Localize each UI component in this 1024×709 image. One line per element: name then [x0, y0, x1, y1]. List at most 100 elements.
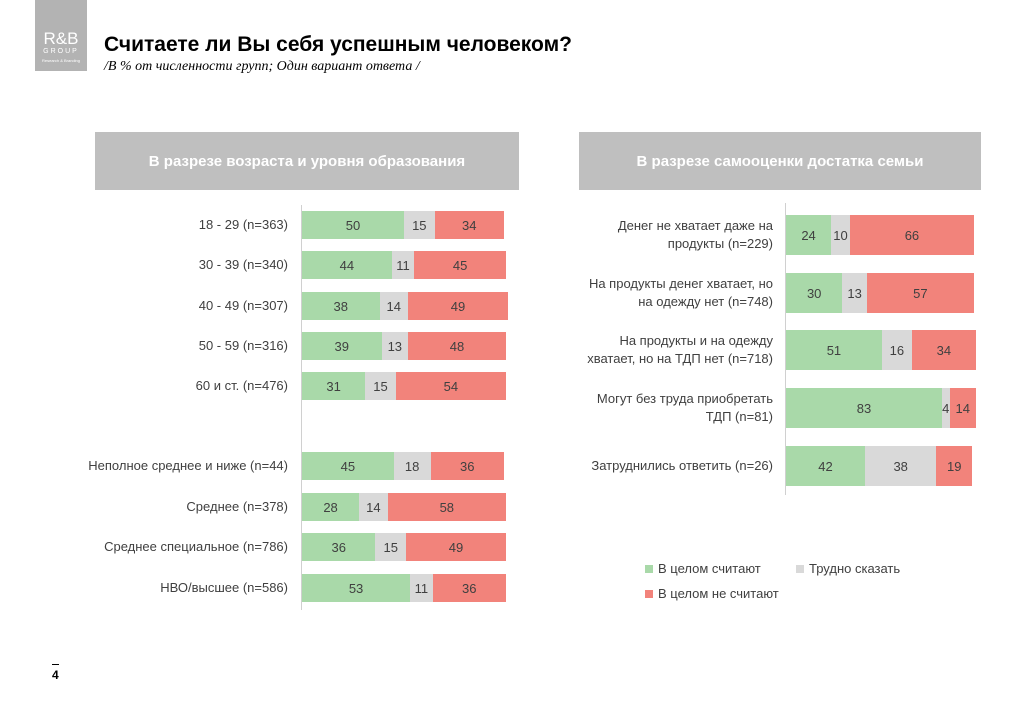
data-label: 49	[448, 539, 464, 555]
data-label: 15	[373, 378, 388, 394]
bar-segment-no: 54	[395, 372, 506, 400]
legend-label: В целом считают	[658, 561, 761, 576]
data-label: 44	[339, 257, 355, 273]
data-label: 11	[396, 257, 410, 273]
logo-tagline: Research & Branding	[41, 58, 81, 63]
bar-segment-yes: 39	[302, 332, 382, 360]
data-label: 15	[383, 539, 398, 555]
bar-segment-hard: 15	[365, 372, 396, 400]
data-label: 16	[889, 342, 905, 358]
stacked-bar: 45 18 36	[302, 452, 504, 480]
stacked-bar: 28 14 58	[302, 493, 506, 521]
data-label: 49	[450, 298, 466, 314]
bar-segment-yes: 30	[786, 273, 843, 313]
legend-swatch	[645, 564, 653, 573]
bar-segment-yes: 28	[302, 493, 360, 521]
category-label: На продукты и на одежду хватает, но на Т…	[587, 333, 773, 366]
data-label: 53	[348, 580, 364, 596]
legend-swatch	[645, 589, 653, 598]
category-label: 60 и ст. (n=476)	[195, 378, 288, 393]
legend-no: В целом не считают	[645, 586, 779, 601]
bar-segment-hard: 13	[381, 332, 409, 360]
bar-segment-no: 66	[849, 215, 974, 255]
bar-segment-yes: 44	[302, 251, 392, 279]
page-number-line	[52, 664, 59, 665]
data-label: 58	[439, 499, 455, 515]
data-label: 19	[947, 458, 962, 474]
page-subtitle: /В % от численности групп; Один вариант …	[104, 59, 420, 74]
category-label: 30 - 39 (n=340)	[198, 257, 288, 272]
category-label: 40 - 49 (n=307)	[198, 298, 288, 313]
stacked-bar: 83 4 14	[786, 388, 976, 428]
category-label: Затруднились ответить (n=26)	[591, 458, 773, 473]
bar-segment-hard: 14	[359, 493, 388, 521]
page-title: Считаете ли Вы себя успешным человеком?	[104, 33, 572, 56]
data-label: 31	[326, 378, 341, 394]
category-label: 50 - 59 (n=316)	[198, 338, 288, 353]
bar-segment-yes: 24	[786, 215, 832, 255]
bar-segment-no: 57	[866, 273, 974, 313]
data-label: 48	[449, 338, 465, 354]
legend-hard: Трудно сказать	[796, 561, 900, 576]
data-label: 14	[955, 400, 970, 416]
category-label: НВО/высшее (n=586)	[160, 580, 288, 595]
stacked-bar: 53 11 36	[302, 574, 506, 602]
logo-text: R&B	[43, 29, 79, 48]
bar-segment-no: 34	[911, 330, 976, 370]
data-label: 13	[387, 338, 403, 354]
data-label: 39	[334, 338, 349, 354]
bar-segment-yes: 83	[786, 388, 943, 428]
bar-segment-yes: 50	[302, 211, 404, 239]
category-label: На продукты денег хватает, но на одежду …	[588, 276, 773, 309]
stacked-bar: 50 15 34	[302, 211, 504, 239]
stacked-bar: 44 11 45	[302, 251, 506, 279]
legend-swatch	[796, 564, 804, 573]
data-label: 30	[806, 285, 822, 301]
stacked-bar: 38 14 49	[302, 292, 509, 320]
stacked-bar: 36 15 49	[302, 533, 506, 561]
stacked-bar: 30 13 57	[786, 273, 974, 313]
bar-segment-hard: 14	[379, 292, 409, 320]
bar-segment-hard: 11	[410, 574, 433, 602]
legend-label: В целом не считают	[658, 586, 779, 601]
bar-segment-yes: 51	[786, 330, 882, 370]
chart-axis	[785, 203, 786, 495]
bar-segment-no: 14	[949, 388, 976, 428]
stacked-bar: 51 16 34	[786, 330, 976, 370]
data-label: 24	[801, 227, 816, 243]
data-label: 4	[942, 400, 950, 416]
data-label: 66	[904, 227, 920, 243]
bar-segment-no: 58	[387, 493, 506, 521]
left-chart-header: В разрезе возраста и уровня образования	[95, 132, 519, 190]
data-label: 36	[460, 458, 475, 474]
data-label: 28	[323, 499, 338, 515]
category-label: Денег не хватает даже на продукты (n=229…	[617, 218, 773, 251]
bar-segment-no: 36	[430, 452, 504, 480]
bar-segment-yes: 31	[302, 372, 366, 400]
page-number: 4	[52, 668, 59, 682]
stacked-bar: 31 15 54	[302, 372, 506, 400]
company-logo: R&B GROUP Research & Branding	[35, 0, 87, 71]
bar-segment-yes: 36	[302, 533, 376, 561]
data-label: 54	[443, 378, 459, 394]
bar-segment-no: 34	[434, 211, 504, 239]
category-label: Могут без труда приобретать ТДП (n=81)	[596, 391, 773, 424]
bar-segment-no: 45	[414, 251, 506, 279]
data-label: 38	[893, 458, 908, 474]
bar-segment-hard: 38	[864, 446, 937, 486]
data-label: 42	[818, 458, 833, 474]
bar-segment-hard: 13	[842, 273, 867, 313]
category-label: 18 - 29 (n=363)	[198, 217, 288, 232]
bar-segment-no: 19	[936, 446, 973, 486]
data-label: 83	[856, 400, 872, 416]
bar-segment-hard: 15	[375, 533, 407, 561]
data-label: 50	[345, 217, 361, 233]
chart-axis	[301, 205, 302, 610]
data-label: 57	[913, 285, 928, 301]
data-label: 11	[414, 580, 429, 596]
bar-segment-hard: 16	[881, 330, 912, 370]
data-label: 34	[936, 342, 952, 358]
bar-segment-hard: 18	[393, 452, 431, 480]
stacked-bar: 39 13 48	[302, 332, 506, 360]
data-label: 18	[404, 458, 420, 474]
